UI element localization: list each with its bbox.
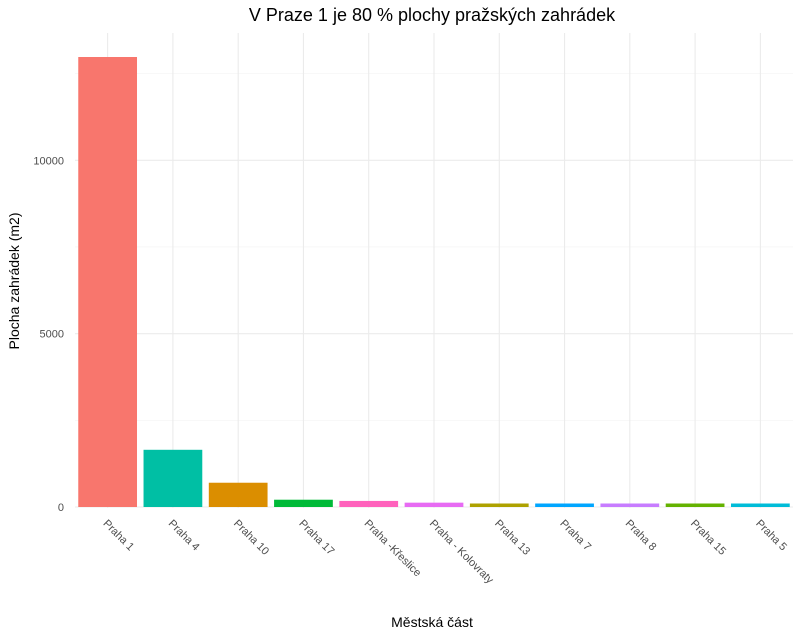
x-tick-label: Praha 13 [492,518,532,558]
chart-title: V Praze 1 je 80 % plochy pražských zahrá… [249,5,616,25]
bar-praha-4 [143,449,203,507]
x-tick-label: Praha 5 [753,518,789,554]
x-tick-label: Praha -Křeslice [362,518,424,580]
x-tick-label: Praha 7 [557,518,593,554]
x-axis-ticks: Praha 1 Praha 4 Praha 10 Praha 17 Praha -Kře… [101,518,789,587]
y-axis-title: Plocha zahrádek (m2) [6,213,22,350]
bars [78,57,790,507]
x-tick-label: Praha 15 [688,518,728,558]
x-tick-label: Praha 8 [623,518,659,554]
bar-praha-13 [469,503,529,507]
bar-praha-17 [274,499,333,507]
x-axis-title: Městská část [391,614,473,630]
y-tick-label: 0 [58,502,64,514]
bar-praha-15 [665,503,725,507]
bar-praha-kolovraty [404,502,464,507]
bar-praha-8 [600,503,660,507]
x-tick-label: Praha 4 [166,518,202,554]
bar-praha-7 [535,503,594,507]
x-tick-label: Praha 1 [101,518,137,554]
x-tick-label: Praha 10 [231,518,271,558]
bar-praha-k-eslice [339,500,399,507]
y-tick-label: 10000 [33,155,64,167]
x-tick-label: Praha 17 [296,518,336,558]
bar-praha-5 [730,503,790,507]
bar-praha-10 [208,482,268,507]
grid [75,33,793,508]
x-tick-label: Praha - Kolovraty [427,518,496,587]
bar-praha-1 [78,57,138,507]
y-axis-ticks: 0 5000 10000 [33,155,64,514]
y-tick-label: 5000 [40,329,64,341]
